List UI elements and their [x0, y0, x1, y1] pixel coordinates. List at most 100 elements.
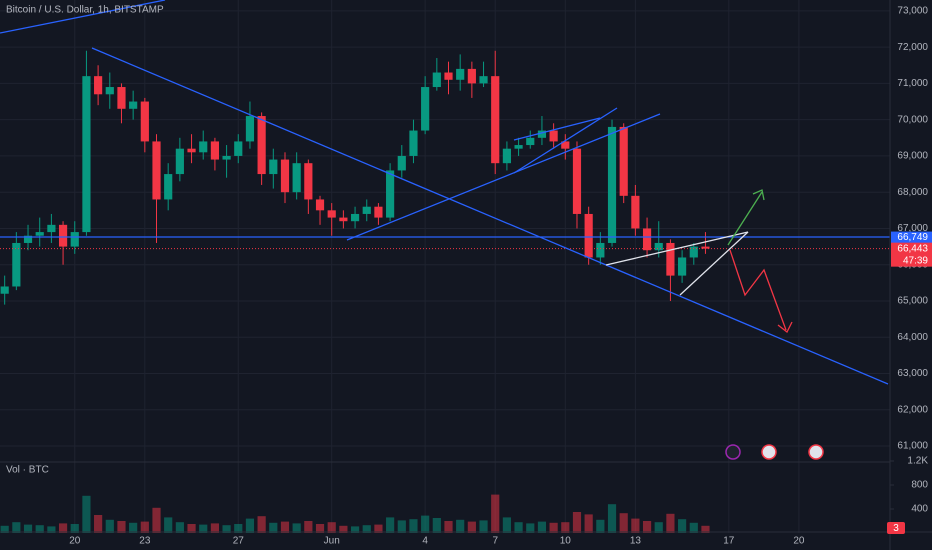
- candle-body: [642, 228, 652, 251]
- candle-body: [374, 206, 383, 218]
- event-icon: [725, 444, 741, 460]
- x-tick-label: 13: [630, 536, 642, 547]
- volume-bar: [187, 524, 196, 533]
- candle-body: [619, 126, 628, 196]
- candle-body: [666, 242, 675, 276]
- candle-body: [689, 246, 698, 258]
- candle-body: [164, 174, 173, 200]
- candle-body: [222, 155, 231, 160]
- y-tick-label: 68,000: [897, 187, 928, 198]
- candle-body: [245, 116, 255, 142]
- triangle-line: [605, 231, 749, 266]
- candle-body: [432, 72, 441, 88]
- badge-box: [887, 522, 905, 534]
- candle-body: [350, 213, 360, 222]
- candle-body: [82, 76, 91, 233]
- candle-body: [70, 232, 79, 247]
- volume-bar: [514, 522, 523, 533]
- volume-bar: [526, 523, 535, 533]
- event-icon: [761, 444, 777, 460]
- candle-body: [175, 148, 184, 175]
- candle-body: [514, 145, 523, 149]
- volume-bar: [350, 526, 360, 533]
- volume-pane: [0, 494, 710, 533]
- volume-bar: [654, 522, 663, 533]
- x-tick-label: 27: [233, 536, 245, 547]
- candle-body: [257, 116, 266, 175]
- trend-line: [91, 47, 889, 385]
- volume-tick-label: 800: [911, 480, 928, 491]
- volume-bar: [444, 521, 453, 533]
- volume-bar: [129, 522, 138, 533]
- candle-body: [35, 232, 44, 236]
- volume-bar: [58, 523, 68, 533]
- x-tick-label: 4: [422, 536, 428, 547]
- grid: [0, 0, 890, 533]
- volume-tick-label: 400: [911, 504, 928, 515]
- x-tick-label: 10: [560, 536, 572, 547]
- candle-body: [117, 87, 126, 109]
- volume-bar: [596, 519, 605, 533]
- channel-line: [513, 107, 618, 174]
- candle-body: [234, 141, 243, 156]
- event-icons: [725, 444, 824, 460]
- candle-body: [129, 101, 138, 109]
- volume-bar: [502, 517, 511, 533]
- volume-bar: [210, 523, 219, 533]
- candle-body: [140, 101, 149, 142]
- volume-bar: [689, 522, 698, 533]
- candle-body: [421, 87, 430, 131]
- candle-body: [701, 246, 710, 249]
- volume-bar: [23, 524, 33, 533]
- event-icon: [808, 444, 824, 460]
- candle-body: [502, 148, 511, 164]
- countdown: 47:39: [903, 255, 928, 266]
- candle-body: [187, 148, 196, 153]
- volume-bar: [607, 504, 617, 533]
- x-tick-label: 17: [723, 536, 735, 547]
- arrow-head: [777, 321, 793, 333]
- x-tick-label: 7: [492, 536, 498, 547]
- candle-body: [409, 130, 418, 156]
- volume-bar: [619, 513, 628, 533]
- volume-bar: [561, 522, 570, 533]
- axes: 73,000 72,000 71,000 70,000 69,000 68,000 67,0…: [69, 6, 932, 547]
- volume-bar: [70, 524, 79, 533]
- candle-body: [280, 159, 290, 193]
- candle-body: [596, 242, 605, 258]
- volume-bar: [701, 525, 710, 533]
- x-tick-label: 23: [139, 536, 151, 547]
- x-tick-label: 20: [793, 536, 805, 547]
- candle-body: [584, 213, 593, 258]
- candle-body: [561, 141, 570, 149]
- volume-bar: [397, 520, 406, 533]
- volume-bar: [105, 519, 114, 533]
- volume-bar: [362, 525, 371, 533]
- volume-bar: [292, 523, 301, 533]
- volume-bar: [234, 524, 243, 533]
- volume-bar: [467, 521, 476, 533]
- price-label-box: [891, 242, 932, 267]
- volume-bar: [245, 518, 255, 533]
- candle-body: [315, 199, 325, 211]
- volume-bar: [549, 522, 558, 533]
- volume-bar: [421, 515, 430, 533]
- candle-body: [397, 155, 406, 171]
- volume-bar: [257, 516, 266, 533]
- candle-body: [269, 159, 278, 175]
- down-arrow: [729, 249, 787, 331]
- price-label: 66,749: [897, 232, 928, 243]
- y-tick-label: 67,000: [897, 223, 928, 234]
- candle-body: [292, 163, 301, 193]
- volume-bar: [12, 522, 21, 533]
- volume-bar: [339, 525, 348, 533]
- volume-bar: [0, 525, 9, 533]
- volume-title: Vol · BTC: [6, 465, 49, 476]
- up-arrow: [727, 191, 763, 246]
- volume-bar: [584, 514, 593, 533]
- trend-line: [0, 0, 166, 34]
- candle-body: [23, 235, 33, 243]
- volume-bar: [479, 520, 488, 533]
